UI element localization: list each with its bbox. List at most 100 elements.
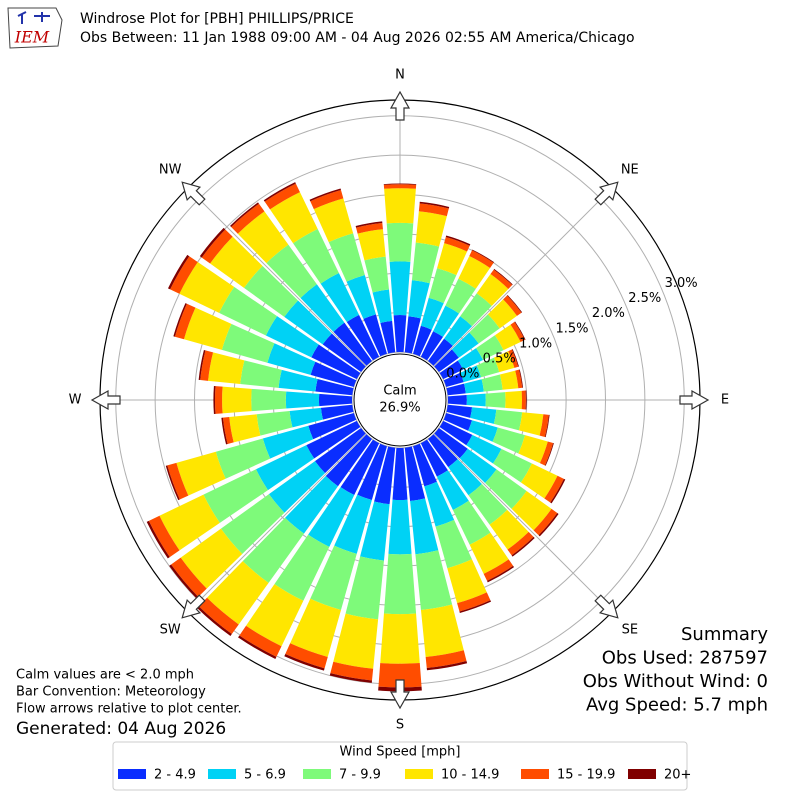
legend-swatch	[118, 769, 146, 779]
bar-segment	[452, 500, 491, 545]
bar-segment	[470, 407, 497, 424]
bar-segment	[328, 233, 365, 282]
bar-segment	[492, 448, 532, 483]
bar-segment	[439, 360, 464, 380]
bar-segment	[159, 494, 220, 551]
bar-segment	[380, 613, 420, 664]
bar-segment	[203, 469, 268, 523]
bar-segment	[503, 295, 522, 316]
spoke-line	[433, 433, 613, 613]
bar-segment	[265, 316, 319, 358]
bar-segment	[197, 606, 232, 636]
bar-segment	[173, 303, 187, 337]
bar-segment	[514, 321, 526, 340]
bar-segment	[215, 438, 271, 479]
bar-segment	[437, 243, 468, 276]
bar-segment	[346, 274, 376, 319]
bar-segment	[469, 314, 500, 344]
bar-segment	[425, 650, 467, 668]
bar-segment	[206, 561, 269, 625]
bar-segment	[264, 183, 300, 210]
bar-segment	[466, 434, 502, 464]
bar-segment	[464, 379, 484, 394]
bar-segment	[320, 273, 360, 322]
bar-segment	[315, 379, 354, 396]
bar-segment	[263, 182, 296, 202]
bar-segment	[508, 349, 519, 368]
logo-text: IEM	[14, 28, 50, 47]
bar-segment	[198, 597, 239, 635]
bar-segment	[356, 222, 383, 234]
bar-segment	[469, 250, 494, 268]
bar-segment	[346, 314, 380, 361]
bar-segment	[507, 294, 523, 313]
bar-segment	[483, 559, 514, 581]
bar-segment	[262, 425, 314, 459]
logo-symbols	[17, 11, 50, 24]
bar-segment	[386, 222, 414, 262]
bar-segment	[505, 390, 523, 410]
bar-segment	[485, 469, 527, 509]
bar-segment	[165, 465, 180, 501]
bar-segment	[306, 420, 361, 459]
bar-segment	[460, 293, 492, 327]
legend-swatch	[208, 769, 236, 779]
legend-swatch	[303, 769, 331, 779]
bar-segment	[267, 343, 316, 375]
bar-segment	[448, 459, 482, 496]
bar-segment	[420, 297, 444, 330]
r-tick-label: 3.0%	[665, 276, 698, 291]
bar-segment	[538, 513, 559, 537]
bar-segment	[363, 314, 388, 357]
summary-line: Obs Without Wind: 0	[583, 671, 768, 692]
bar-segment	[410, 498, 439, 555]
bar-segment	[443, 412, 472, 431]
bar-segment	[220, 494, 285, 554]
bar-segment	[525, 390, 527, 410]
bar-segment	[290, 598, 341, 657]
bar-segment	[426, 660, 468, 671]
bar-segment	[428, 338, 453, 366]
spoke-line	[187, 187, 367, 367]
bar-segment	[511, 536, 535, 557]
bar-segment	[434, 349, 459, 372]
bar-segment	[468, 483, 508, 525]
bar-segment	[383, 183, 417, 185]
bar-segment	[411, 242, 440, 284]
bar-segment	[214, 386, 223, 414]
bar-segment	[201, 229, 233, 264]
bar-segment	[146, 520, 170, 559]
bar-segment	[179, 262, 235, 313]
bar-segment	[539, 414, 549, 437]
bar-segment	[412, 443, 437, 487]
bar-segment	[174, 303, 196, 340]
bar-segment	[198, 350, 206, 381]
bar-segment	[383, 184, 417, 189]
bar-segment	[176, 451, 226, 496]
compass-label: W	[69, 393, 82, 408]
bar-segment	[219, 286, 278, 336]
compass-label: E	[721, 393, 729, 408]
flow-arrow	[389, 90, 411, 121]
legend-label: 7 - 9.9	[339, 768, 381, 783]
bar-segment	[251, 388, 287, 412]
bar-segment	[544, 475, 564, 503]
bar-segment	[489, 509, 529, 550]
bar-segment	[520, 463, 558, 499]
bar-segment	[355, 221, 383, 228]
bar-segment	[515, 369, 523, 389]
flow-arrow	[594, 181, 619, 206]
bar-segment	[278, 369, 318, 392]
bar-segment	[383, 553, 417, 615]
r-tick-label: 2.5%	[628, 291, 661, 306]
summary-line: Obs Used: 287597	[602, 648, 768, 669]
bar-segment	[320, 404, 354, 420]
calm-label: Calm	[383, 384, 416, 399]
bar-segment	[200, 350, 214, 381]
bar-segment	[285, 643, 328, 669]
legend: 2 - 4.9 5 - 6.9 7 - 9.9 10 - 14.9 15 - 19.9 2…	[118, 768, 691, 783]
flow-arrow	[594, 594, 619, 619]
bar-segment	[404, 446, 426, 502]
bar-segment	[458, 255, 491, 289]
bar-segment	[459, 448, 497, 484]
